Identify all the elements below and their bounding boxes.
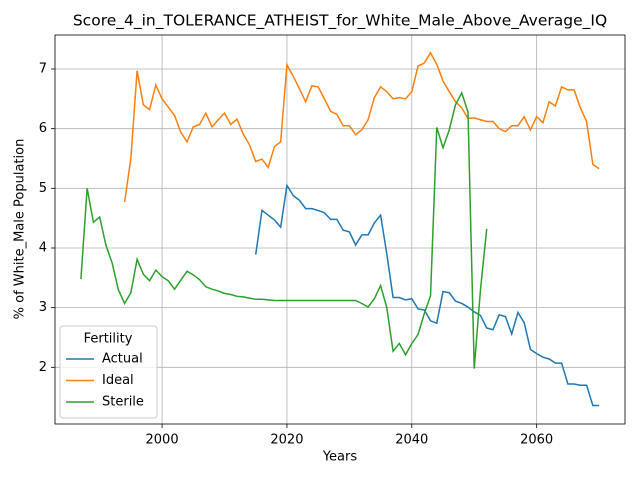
ticks: 2000 2020 2040 2060 2 3 4 5 6 7 [39,62,553,448]
y-tick-label: 7 [39,62,47,77]
x-tick-label: 2020 [270,433,303,448]
y-tick-label: 2 [39,360,47,375]
legend-label: Sterile [102,395,144,410]
series-line [254,183,600,407]
legend: Fertility Actual Ideal Sterile [59,325,158,419]
chart-title: Score_4_in_TOLERANCE_ATHEIST_for_White_M… [73,12,607,31]
legend-label: Actual [102,352,143,367]
series-line [123,51,600,203]
y-tick-label: 6 [39,121,47,136]
lines [80,51,600,407]
x-tick-label: 2060 [520,433,553,448]
y-tick-label: 3 [39,300,47,315]
y-tick-label: 5 [39,181,47,196]
x-tick-label: 2040 [395,433,428,448]
grid [55,35,625,424]
y-tick-label: 4 [39,240,47,255]
legend-frame [59,325,158,419]
x-axis-label: Years [322,450,358,465]
legend-title: Fertility [84,332,133,347]
plot-frame [54,34,626,425]
series-line [80,90,488,369]
y-axis-label: % of White_Male Population [13,139,28,320]
x-tick-label: 2000 [146,433,179,448]
legend-label: Ideal [102,373,134,388]
